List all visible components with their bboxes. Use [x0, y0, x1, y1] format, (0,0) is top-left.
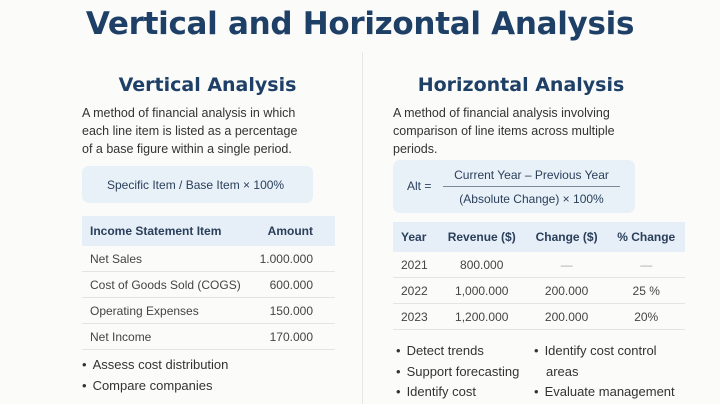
cell: Operating Expenses	[82, 297, 251, 324]
cell: 150.000	[250, 297, 335, 324]
desc-line: of a base figure within a single period.	[82, 142, 292, 156]
cell: 200.000	[525, 277, 608, 304]
formula-denominator: (Absolute Change) × 100%	[459, 192, 604, 206]
cell: 2023	[393, 303, 438, 330]
desc-line: comparison of line items across multiple	[393, 124, 615, 138]
table-row: Net Sales 1.000.000	[82, 246, 335, 272]
horizontal-description: A method of financial analysis involving…	[393, 104, 615, 158]
bullet-item: Detect trends	[396, 341, 519, 362]
column-header: Year	[393, 222, 438, 252]
table-row: Net Income 170.000	[82, 323, 335, 350]
desc-line: each line item is listed as a percentage	[82, 124, 298, 138]
bullet-item: Assess cost distribution	[82, 355, 229, 376]
desc-line: periods.	[393, 142, 438, 156]
cell: —	[607, 252, 685, 278]
column-header: Income Statement Item	[82, 216, 251, 246]
cell: 170.000	[250, 323, 335, 350]
cell: 600.000	[250, 271, 335, 298]
cell: 25 %	[607, 277, 685, 304]
formula-lhs: Alt =	[407, 179, 432, 193]
cell: —	[525, 252, 608, 278]
vertical-formula-box: Specific Item / Base Item × 100%	[82, 166, 313, 203]
cell: 1.000.000	[250, 246, 335, 272]
cell: Cost of Goods Sold (COGS)	[82, 271, 251, 298]
column-header: Revenue ($)	[437, 222, 526, 252]
vertical-heading: Vertical Analysis	[118, 74, 297, 96]
desc-line: A method of financial analysis in which	[82, 106, 296, 120]
cell: 200.000	[525, 303, 608, 330]
cell: 800.000	[437, 252, 526, 278]
bullet-item: Compare companies	[82, 376, 228, 397]
cell: 2021	[393, 252, 438, 278]
column-divider	[362, 52, 363, 404]
bullet-item: Identify cost	[396, 382, 519, 403]
horizontal-table: Year Revenue ($) Change ($) % Change 202…	[393, 222, 685, 330]
vertical-description: A method of financial analysis in which …	[82, 104, 297, 158]
fraction-bar	[443, 186, 620, 187]
bullet-item: Identify cost control areas	[534, 341, 684, 382]
table-header: Income Statement Item Amount	[82, 216, 335, 246]
table-header: Year Revenue ($) Change ($) % Change	[393, 222, 685, 252]
desc-line: A method of financial analysis involving	[393, 106, 610, 120]
horizontal-formula-box: Alt = Current Year – Previous Year (Abso…	[393, 160, 635, 213]
page-title: Vertical and Horizontal Analysis	[85, 6, 635, 42]
cell: 20%	[607, 303, 685, 330]
cell: Net Income	[82, 323, 251, 350]
cell: Net Sales	[82, 246, 251, 272]
horizontal-bullets-col1: Detect trends Support forecasting Identi…	[396, 341, 520, 403]
vertical-formula: Specific Item / Base Item × 100%	[107, 178, 285, 192]
horizontal-heading: Horizontal Analysis	[417, 74, 625, 96]
column-header: Amount	[250, 216, 335, 246]
table-row: Cost of Goods Sold (COGS) 600.000	[82, 271, 335, 298]
table-row: 2022 1,000.000 200.000 25 %	[393, 277, 685, 304]
vertical-bullets: Assess cost distribution Compare compani…	[82, 355, 229, 397]
horizontal-bullets-col2: Identify cost control areas Evaluate man…	[534, 341, 684, 403]
table-row: 2021 800.000— —	[393, 252, 685, 278]
cell: 1,200.000	[437, 303, 526, 330]
bullet-item: Evaluate management	[534, 382, 684, 403]
formula-numerator: Current Year – Previous Year	[454, 168, 609, 182]
column-header: Change ($)	[525, 222, 608, 252]
cell: 1,000.000	[437, 277, 526, 304]
table-row: Operating Expenses 150.000	[82, 297, 335, 324]
vertical-table: Income Statement Item Amount Net Sales 1.…	[82, 216, 335, 350]
column-header: % Change	[607, 222, 685, 252]
cell: 2022	[393, 277, 438, 304]
bullet-item: Support forecasting	[396, 362, 520, 383]
table-row: 2023 1,200.000 200.000 20%	[393, 303, 685, 330]
